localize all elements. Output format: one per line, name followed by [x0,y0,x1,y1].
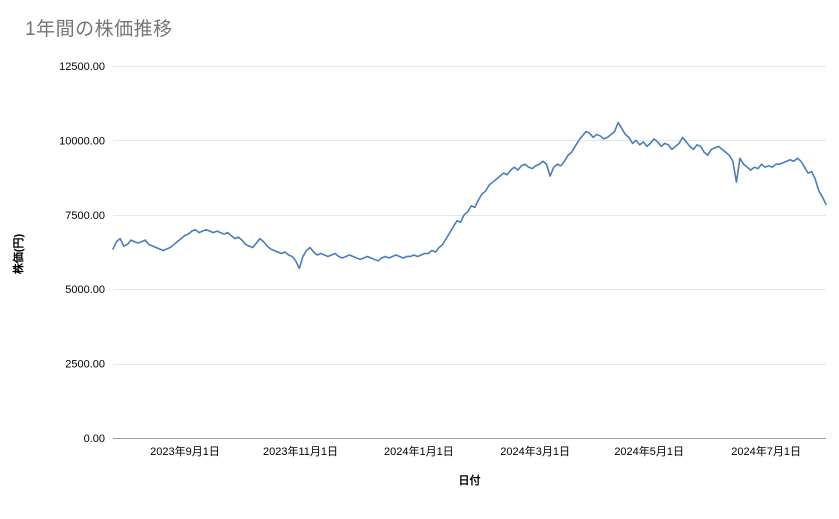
price-line [112,121,827,270]
x-tick-label: 2024年1月1日 [384,444,454,458]
chart-title: 1年間の株価推移 [25,19,173,40]
x-axis-title: 日付 [458,475,481,487]
y-tick-label: 10000.00 [59,135,105,147]
x-tick-label: 2024年3月1日 [500,444,570,458]
y-tick-label: 2500.00 [65,359,105,371]
y-tick-label: 7500.00 [65,210,105,222]
y-tick-label: 12500.00 [59,61,105,73]
y-tick-label: 0.00 [84,433,105,445]
x-tick-label: 2024年5月1日 [614,444,684,458]
y-axis-title: 株価(円) [13,233,25,275]
x-tick-label: 2023年9月1日 [150,444,220,458]
y-tick-label: 5000.00 [65,284,105,296]
x-tick-label: 2024年7月1日 [731,444,801,458]
x-tick-label: 2023年11月1日 [263,444,338,458]
